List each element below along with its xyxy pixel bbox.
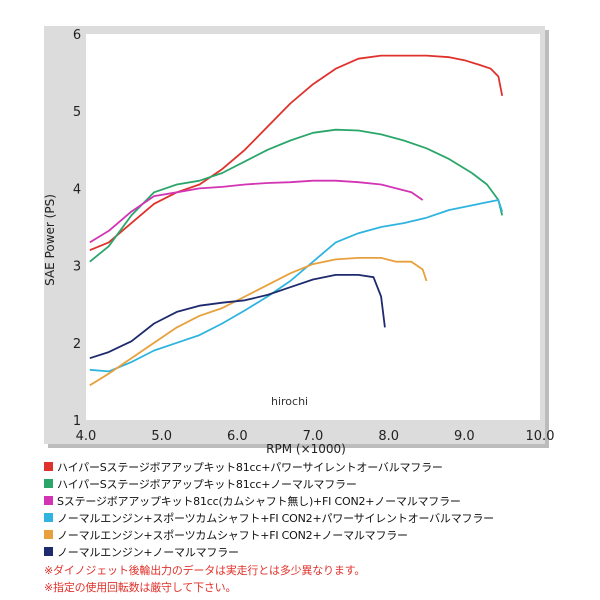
legend-item: ノーマルエンジン+ノーマルマフラー <box>44 543 564 560</box>
annotation-text: hirochi <box>271 395 308 408</box>
x-tick-label: 4.0 <box>76 429 97 444</box>
x-tick-label: 7.0 <box>303 429 324 444</box>
x-tick-label: 5.0 <box>151 429 172 444</box>
series-line-1 <box>89 54 504 252</box>
legend-swatch <box>44 513 53 522</box>
legend-label: Sステージボアアップキット81cc(カムシャフト無し)+FI CON2+ノーマル… <box>57 494 461 508</box>
y-tick-label: 4 <box>73 182 81 197</box>
legend-label: ノーマルエンジン+スポーツカムシャフト+FI CON2+ノーマルマフラー <box>57 528 408 542</box>
legend-item: ノーマルエンジン+スポーツカムシャフト+FI CON2+ノーマルマフラー <box>44 526 564 543</box>
x-tick-label: 9.0 <box>454 429 475 444</box>
legend-swatch <box>44 462 53 471</box>
legend-item: ノーマルエンジン+スポーツカムシャフト+FI CON2+パワーサイレントオーバル… <box>44 509 564 526</box>
tick-layer: 4.0 5.0 6.0 7.0 8.0 9.0 10.0 1 2 3 4 5 6 <box>73 28 555 444</box>
legend-item: ハイパーSステージボアアップキット81cc+ノーマルマフラー <box>44 475 564 492</box>
series-layer <box>89 54 504 387</box>
note-rpm-warning: ※指定の使用回転数は厳守して下さい。 <box>44 581 237 594</box>
y-tick-label: 2 <box>73 337 81 352</box>
series-line-4 <box>89 199 504 373</box>
legend-swatch <box>44 496 53 505</box>
legend-item: Sステージボアアップキット81cc(カムシャフト無し)+FI CON2+ノーマル… <box>44 492 564 509</box>
x-tick-label: 6.0 <box>227 429 248 444</box>
y-tick-label: 5 <box>73 105 81 120</box>
legend-label: ハイパーSステージボアアップキット81cc+パワーサイレントオーバルマフラー <box>57 460 443 474</box>
legend: ハイパーSステージボアアップキット81cc+パワーサイレントオーバルマフラー ハ… <box>44 458 564 560</box>
x-tick-label: 10.0 <box>526 429 555 444</box>
series-line-6 <box>89 273 386 360</box>
series-line-2 <box>89 128 504 263</box>
plot-area <box>86 34 540 420</box>
note-dyno-disclaimer: ※ダイノジェット後輪出力のデータは実走行とは多少異なります。 <box>44 564 366 577</box>
y-tick-label: 3 <box>73 260 81 275</box>
x-tick-label: 8.0 <box>378 429 399 444</box>
legend-swatch <box>44 479 53 488</box>
legend-item: ハイパーSステージボアアップキット81cc+パワーサイレントオーバルマフラー <box>44 458 564 475</box>
legend-label: ハイパーSステージボアアップキット81cc+ノーマルマフラー <box>57 477 357 491</box>
legend-label: ノーマルエンジン+ノーマルマフラー <box>57 545 239 559</box>
series-line-3 <box>89 179 424 244</box>
power-chart: 4.0 5.0 6.0 7.0 8.0 9.0 10.0 1 2 3 4 5 6 hirochi RPM… <box>43 26 555 455</box>
y-tick-label: 6 <box>73 28 81 43</box>
legend-label: ノーマルエンジン+スポーツカムシャフト+FI CON2+パワーサイレントオーバル… <box>57 511 494 525</box>
legend-swatch <box>44 530 53 539</box>
y-tick-label: 1 <box>73 414 81 429</box>
y-axis-title: SAE Power (PS) <box>43 194 57 286</box>
series-line-5 <box>89 256 428 387</box>
legend-swatch <box>44 547 53 556</box>
x-axis-title: RPM (×1000) <box>266 442 346 455</box>
